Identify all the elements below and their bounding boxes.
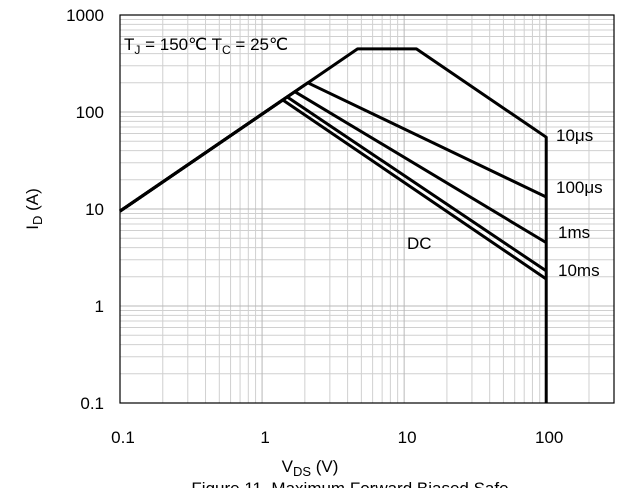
y-tick-label: 1: [95, 297, 104, 316]
lines: [119, 47, 548, 403]
plot-frame: [119, 14, 615, 404]
series-label: DC: [407, 234, 432, 253]
y-tick-label: 1000: [66, 6, 104, 25]
annotation-sub: J: [134, 43, 140, 57]
label-sub: DS: [293, 464, 311, 479]
annotation-part: T: [124, 35, 134, 54]
annotation-part: = 150℃: [140, 35, 211, 54]
series-label: 10μs: [556, 126, 593, 145]
annotation-sub: C: [222, 43, 231, 57]
x-tick-label: 1: [260, 428, 269, 447]
x-axis-label: VDS (V): [282, 457, 339, 479]
annotation: TJ = 150℃ TC = 25℃: [124, 35, 288, 57]
y-tick-label: 100: [76, 103, 104, 122]
y-tick-label: 0.1: [80, 394, 104, 413]
series-line: [119, 81, 547, 213]
grid: [119, 14, 614, 404]
series-line: [119, 98, 548, 281]
x-tick-label: 100: [535, 428, 563, 447]
x-tick-label: 0.1: [111, 428, 135, 447]
series-label: 100μs: [556, 178, 603, 197]
label-part: (A): [23, 188, 42, 215]
annotation-part: = 25℃: [231, 35, 288, 54]
annotation-part: T: [212, 35, 222, 54]
series-label: 10ms: [558, 261, 600, 280]
label-part: I: [23, 225, 42, 230]
label-part: (V): [311, 457, 338, 476]
y-axis-label: ID (A): [23, 188, 45, 230]
series-line: [119, 95, 548, 273]
series-label: 1ms: [558, 223, 590, 242]
series-line: [119, 47, 548, 403]
x-tick-label: 10: [398, 428, 417, 447]
label-part: V: [282, 457, 294, 476]
caption: Figure 11. Maximum Forward Biased Safe: [191, 479, 508, 488]
y-tick-label: 10: [85, 200, 104, 219]
label-sub: D: [30, 216, 45, 225]
